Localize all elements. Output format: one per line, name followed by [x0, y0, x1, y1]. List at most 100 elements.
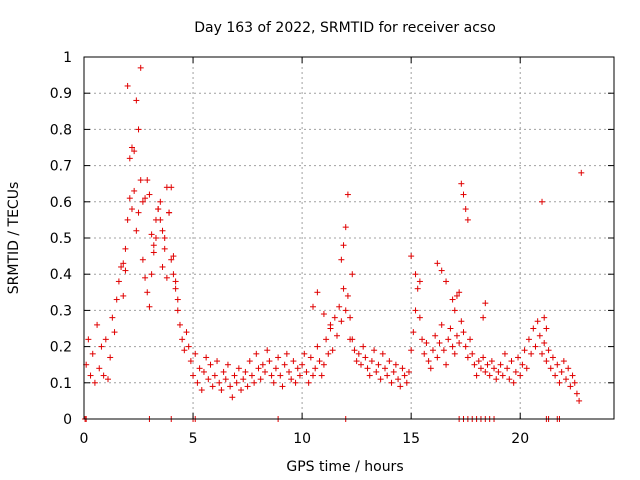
- data-point: [443, 278, 450, 285]
- y-tick-label: 1: [63, 50, 72, 66]
- data-point: [510, 379, 517, 386]
- data-point: [159, 227, 166, 234]
- data-point: [373, 368, 380, 375]
- data-point: [368, 358, 375, 365]
- data-point: [436, 339, 443, 346]
- data-point: [323, 336, 330, 343]
- data-point: [246, 358, 253, 365]
- data-point: [451, 350, 458, 357]
- axis-ticks: [83, 56, 614, 420]
- data-point: [338, 318, 345, 325]
- data-point: [200, 368, 207, 375]
- data-point: [464, 216, 471, 223]
- data-point: [578, 169, 585, 176]
- data-point: [506, 376, 513, 383]
- data-points: [82, 64, 585, 422]
- data-point: [272, 365, 279, 372]
- data-point: [104, 376, 111, 383]
- data-point: [403, 379, 410, 386]
- y-tick-label: 0.8: [50, 122, 72, 138]
- data-point: [488, 358, 495, 365]
- data-point: [135, 209, 142, 216]
- data-point: [310, 372, 317, 379]
- data-point: [266, 358, 273, 365]
- data-point: [222, 376, 229, 383]
- data-point: [355, 350, 362, 357]
- data-point: [473, 372, 480, 379]
- data-point: [560, 358, 567, 365]
- data-point: [181, 347, 188, 354]
- data-point: [552, 372, 559, 379]
- data-point: [558, 368, 565, 375]
- data-point: [462, 343, 469, 350]
- data-point: [218, 387, 225, 394]
- data-point: [216, 379, 223, 386]
- data-point: [456, 339, 463, 346]
- data-point: [408, 347, 415, 354]
- data-point: [209, 383, 216, 390]
- data-point: [458, 318, 465, 325]
- data-point: [482, 368, 489, 375]
- data-point: [207, 361, 214, 368]
- data-point: [340, 285, 347, 292]
- data-point: [349, 271, 356, 278]
- data-point: [264, 347, 271, 354]
- data-point: [388, 379, 395, 386]
- data-point: [257, 376, 264, 383]
- data-point: [150, 242, 157, 249]
- data-point: [397, 383, 404, 390]
- data-point: [504, 365, 511, 372]
- data-point: [179, 336, 186, 343]
- data-point: [144, 177, 151, 184]
- grid-lines: [84, 57, 614, 419]
- data-point: [214, 358, 221, 365]
- data-point: [467, 336, 474, 343]
- data-point: [102, 336, 109, 343]
- data-point: [563, 376, 570, 383]
- data-point: [142, 195, 149, 202]
- data-point: [543, 325, 550, 332]
- data-point: [475, 358, 482, 365]
- data-point: [259, 361, 266, 368]
- data-point: [166, 209, 173, 216]
- data-point: [172, 278, 179, 285]
- data-point: [163, 184, 170, 191]
- data-point: [545, 347, 552, 354]
- data-point: [303, 368, 310, 375]
- data-point: [539, 198, 546, 205]
- data-point: [183, 329, 190, 336]
- data-point: [85, 336, 92, 343]
- data-point: [525, 336, 532, 343]
- data-point: [286, 368, 293, 375]
- data-point: [416, 278, 423, 285]
- data-point: [390, 368, 397, 375]
- data-point: [565, 365, 572, 372]
- data-point: [270, 379, 277, 386]
- data-point: [331, 314, 338, 321]
- data-point: [211, 372, 218, 379]
- data-point: [460, 191, 467, 198]
- data-point: [194, 379, 201, 386]
- data-point: [253, 350, 260, 357]
- data-point: [434, 260, 441, 267]
- data-point: [421, 350, 428, 357]
- data-point: [419, 336, 426, 343]
- data-point: [408, 253, 415, 260]
- data-point: [327, 321, 334, 328]
- data-point: [360, 343, 367, 350]
- data-point: [384, 372, 391, 379]
- data-point: [541, 314, 548, 321]
- data-point: [279, 383, 286, 390]
- y-tick-label: 0.2: [50, 340, 72, 356]
- data-point: [342, 224, 349, 231]
- data-point: [170, 253, 177, 260]
- data-point: [399, 365, 406, 372]
- data-point: [185, 343, 192, 350]
- data-point: [316, 358, 323, 365]
- data-point: [152, 216, 159, 223]
- data-point: [528, 350, 535, 357]
- data-point: [299, 361, 306, 368]
- data-point: [122, 245, 129, 252]
- data-point: [288, 376, 295, 383]
- data-point: [501, 350, 508, 357]
